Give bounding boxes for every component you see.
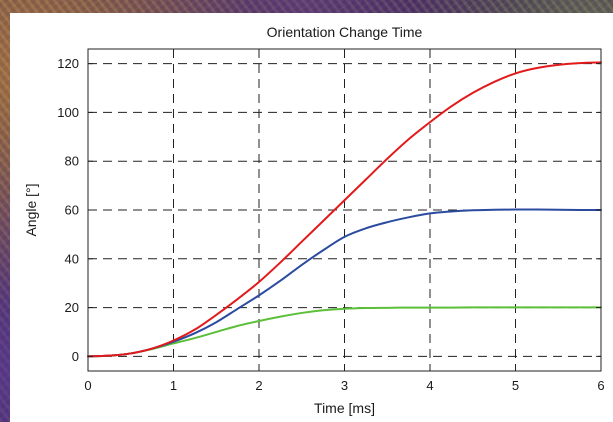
x-tick-label-0: 0: [84, 378, 91, 393]
y-tick-label-100: 100: [57, 105, 79, 120]
y-tick-label-120: 120: [57, 56, 79, 71]
x-tick-label-4: 4: [426, 378, 433, 393]
x-tick-label-6: 6: [597, 378, 604, 393]
y-tick-label-40: 40: [65, 251, 79, 266]
y-tick-label-20: 20: [65, 300, 79, 315]
y-tick-label-80: 80: [65, 154, 79, 169]
y-axis-label: Angle [°]: [23, 183, 39, 236]
chart-title: Orientation Change Time: [267, 24, 423, 40]
series-line-1: [87, 61, 602, 358]
series-group: [87, 61, 602, 358]
x-tick-label-3: 3: [341, 378, 348, 393]
series-line-3: [87, 306, 602, 358]
x-axis-label: Time [ms]: [314, 400, 375, 416]
x-tick-label-5: 5: [512, 378, 519, 393]
y-tick-label-0: 0: [72, 349, 79, 364]
x-tick-label-2: 2: [255, 378, 262, 393]
y-tick-label-60: 60: [65, 203, 79, 218]
series-line-2: [87, 208, 602, 358]
x-tick-label-1: 1: [170, 378, 177, 393]
